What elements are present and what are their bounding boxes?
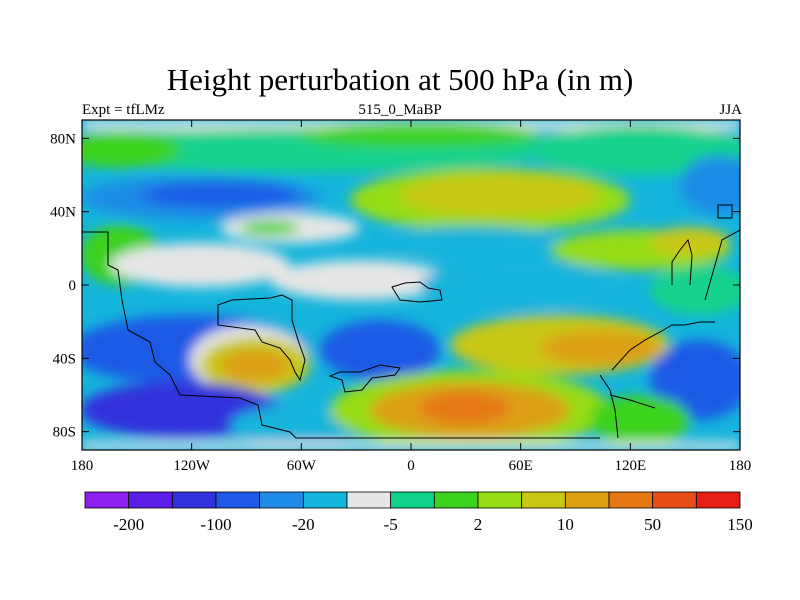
colorbar-label: 10 — [557, 515, 574, 534]
lon-tick-label: 0 — [407, 458, 415, 474]
colorbar-swatch — [390, 491, 435, 509]
colorbar-swatch — [302, 491, 348, 509]
experiment-label: Expt = tfLMz — [82, 102, 165, 118]
colorbar-swatch — [346, 491, 392, 509]
field-blob — [420, 392, 510, 424]
field-blob — [270, 260, 450, 300]
latitude-axis: 80N 40N 0 40S 80S — [50, 131, 740, 441]
lon-tick-label: 120E — [614, 458, 646, 474]
colorbar-swatch — [652, 491, 697, 509]
lat-tick-label: 0 — [69, 278, 77, 294]
colorbar-swatch — [433, 491, 479, 509]
colorbar-label: -20 — [292, 515, 315, 534]
field-blob — [300, 123, 540, 147]
colorbar-swatch — [695, 491, 741, 509]
field-blob — [650, 265, 740, 315]
coastline-path — [671, 229, 740, 301]
contour-field — [82, 120, 740, 450]
field-blob — [590, 395, 690, 445]
colorbar-swatch — [564, 491, 610, 509]
coastline-path — [82, 231, 600, 439]
colorbar-swatch — [171, 491, 217, 509]
field-blob — [220, 350, 290, 382]
colorbar-swatch — [477, 491, 523, 509]
coastlines — [82, 204, 740, 439]
coastline-path — [328, 364, 401, 393]
plot-title: Height perturbation at 500 hPa (in m) — [166, 62, 634, 97]
field-blob — [400, 173, 600, 217]
coastline-path — [717, 204, 733, 219]
lat-tick-label: 80S — [53, 425, 76, 441]
field-blob — [680, 155, 740, 215]
coastline-path — [217, 294, 306, 382]
field-blob — [420, 260, 620, 310]
lat-tick-label: 80N — [50, 131, 76, 147]
time-period-label: 515_0_MaBP — [358, 102, 442, 118]
field-blob — [650, 340, 740, 420]
field-blob — [650, 227, 730, 257]
coastline-path — [599, 321, 715, 439]
colorbar-swatch — [215, 491, 261, 509]
field-blob — [240, 221, 300, 235]
colorbar-label: -200 — [113, 515, 144, 534]
colorbar-label: 50 — [644, 515, 661, 534]
lon-tick-label: 180 — [71, 458, 94, 474]
lon-tick-label: 60W — [287, 458, 317, 474]
lon-tick-label: 180 — [729, 458, 752, 474]
lat-tick-label: 40S — [53, 351, 76, 367]
field-blob — [140, 183, 300, 207]
season-label: JJA — [719, 102, 742, 118]
colorbar-swatch — [521, 491, 566, 509]
colorbar-label: 150 — [727, 515, 753, 534]
colorbar-label: -5 — [384, 515, 398, 534]
colorbar-label: -100 — [200, 515, 231, 534]
colorbar-swatch — [128, 491, 173, 509]
longitude-axis: 180 120W 60W 0 60E 120E 180 — [71, 120, 752, 474]
field-blob — [110, 243, 290, 287]
field-blob — [82, 132, 180, 168]
colorbar-swatch — [608, 491, 654, 509]
colorbar-label: 2 — [474, 515, 483, 534]
field-blob — [530, 125, 740, 175]
lon-tick-label: 120W — [173, 458, 211, 474]
coastline-path — [391, 281, 443, 303]
field-blob — [320, 320, 440, 380]
colorbar-swatch — [259, 491, 304, 509]
lon-tick-label: 60E — [509, 458, 533, 474]
colorbar: -200 -100 -20 -5 2 10 50 150 — [84, 491, 753, 534]
colorbar-swatch — [84, 491, 130, 509]
lat-tick-label: 40N — [50, 205, 76, 221]
field-blob — [540, 330, 660, 366]
field-blob — [380, 226, 560, 254]
